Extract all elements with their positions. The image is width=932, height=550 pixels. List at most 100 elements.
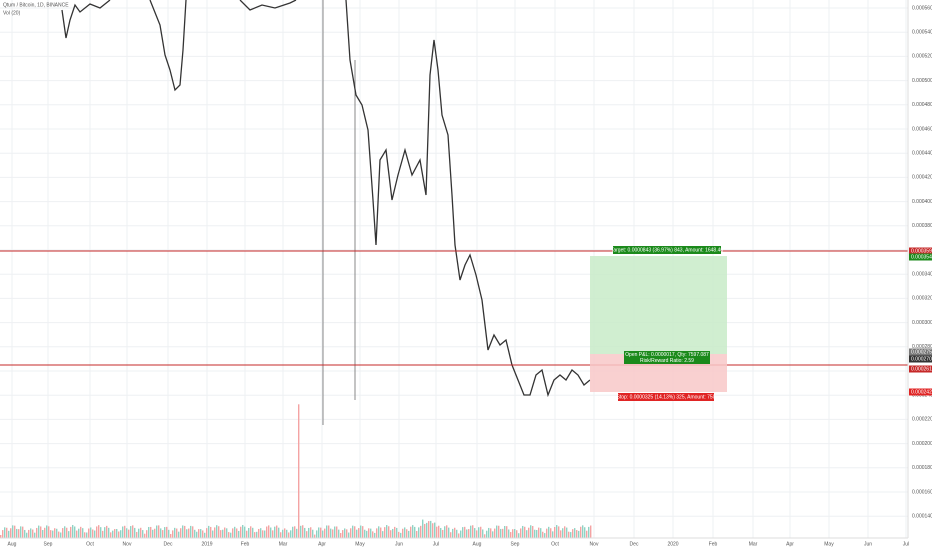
- volume-bar: [328, 525, 330, 538]
- volume-bar: [556, 525, 558, 538]
- volume-bar: [172, 530, 174, 538]
- volume-bar: [374, 532, 376, 538]
- volume-bar: [130, 526, 132, 538]
- volume-bar: [168, 529, 170, 538]
- volume-bar: [492, 531, 494, 538]
- volume-bar: [408, 530, 410, 538]
- volume-bar: [20, 526, 22, 538]
- time-label: May: [824, 541, 834, 547]
- volume-bar: [298, 404, 300, 538]
- volume-bar: [376, 528, 378, 538]
- volume-bar: [18, 529, 20, 538]
- volume-bar: [568, 531, 570, 538]
- volume-bar: [294, 526, 296, 538]
- volume-bar: [104, 527, 106, 538]
- volume-bar: [356, 529, 358, 538]
- price-line: [61, 0, 111, 39]
- price-highlight-label: 0.0003592: [911, 248, 932, 254]
- volume-bar: [570, 532, 572, 538]
- volume-bar: [578, 530, 580, 538]
- price-label: 0.0004000: [912, 199, 932, 205]
- volume-bar: [390, 530, 392, 538]
- volume-bar: [192, 526, 194, 538]
- volume-bar: [204, 532, 206, 538]
- time-label: Oct: [86, 541, 94, 547]
- volume-bar: [218, 526, 220, 538]
- volume-bar: [416, 530, 418, 538]
- volume-bar: [542, 531, 544, 538]
- volume-bar: [506, 526, 508, 538]
- volume-bar: [516, 530, 518, 538]
- volume-bar: [546, 528, 548, 538]
- volume-bar: [440, 527, 442, 538]
- volume-bar: [486, 530, 488, 538]
- volume-bar: [586, 530, 588, 538]
- price-axis: [908, 0, 932, 550]
- volume-bar: [264, 530, 266, 538]
- price-label: 0.0002400: [912, 393, 932, 399]
- volume-bar: [396, 527, 398, 538]
- volume-bar: [576, 530, 578, 538]
- volume-bar: [234, 526, 236, 538]
- indicator-name: Vol (20): [3, 10, 21, 16]
- volume-bar: [98, 525, 100, 538]
- volume-bar: [194, 529, 196, 538]
- volume-bar: [178, 531, 180, 538]
- volume-bar: [384, 527, 386, 538]
- volume-bar: [244, 526, 246, 538]
- volume-bar: [438, 525, 440, 538]
- volume-bar: [164, 527, 166, 538]
- volume-bar: [398, 531, 400, 538]
- volume-bar: [136, 531, 138, 538]
- volume-bar: [150, 526, 152, 538]
- volume-bar: [276, 525, 278, 538]
- volume-bar: [364, 529, 366, 538]
- volume-bar: [228, 532, 230, 538]
- volume-bar: [48, 526, 50, 538]
- volume-bar: [318, 527, 320, 538]
- volume-bar: [100, 527, 102, 538]
- time-label: 2020: [667, 541, 678, 547]
- time-label: Aug: [8, 541, 17, 547]
- open-pnl-label: Open P&L: 0.0000017, Qty: 7597.087: [625, 352, 709, 358]
- volume-bar: [338, 529, 340, 538]
- volume-bar: [388, 526, 390, 538]
- volume-bar: [226, 528, 228, 538]
- volume-bar: [386, 525, 388, 538]
- volume-bar: [444, 526, 446, 538]
- volume-bar: [162, 530, 164, 538]
- price-line: [149, 0, 187, 92]
- volume-bar: [490, 528, 492, 538]
- volume-bar: [38, 525, 40, 538]
- volume-bar: [274, 526, 276, 538]
- volume-bar: [96, 526, 98, 538]
- volume-bar: [122, 526, 124, 538]
- volume-bar: [300, 525, 302, 538]
- volume-bar: [280, 532, 282, 538]
- volume-bar: [380, 527, 382, 538]
- volume-bar: [352, 525, 354, 538]
- volume-bar: [322, 530, 324, 538]
- volume-bar: [366, 530, 368, 538]
- volume-bar: [242, 525, 244, 538]
- volume-bar: [32, 529, 34, 538]
- price-label: 0.0003200: [912, 296, 932, 302]
- volume-bar: [184, 525, 186, 538]
- volume-bar: [230, 532, 232, 538]
- volume-bar: [358, 528, 360, 538]
- volume-bar: [414, 526, 416, 538]
- volume-bar: [436, 526, 438, 538]
- volume-bar: [336, 526, 338, 538]
- volume-bar: [80, 526, 82, 538]
- volume-bar: [58, 531, 60, 538]
- volume-bar: [362, 526, 364, 538]
- volume-bar: [448, 527, 450, 538]
- volume-bar: [532, 526, 534, 538]
- volume-bar: [262, 530, 264, 538]
- volume-bar: [450, 532, 452, 538]
- volume-bar: [332, 529, 334, 538]
- volume-bar: [140, 527, 142, 538]
- volume-bar: [160, 528, 162, 538]
- volume-bar: [488, 527, 490, 538]
